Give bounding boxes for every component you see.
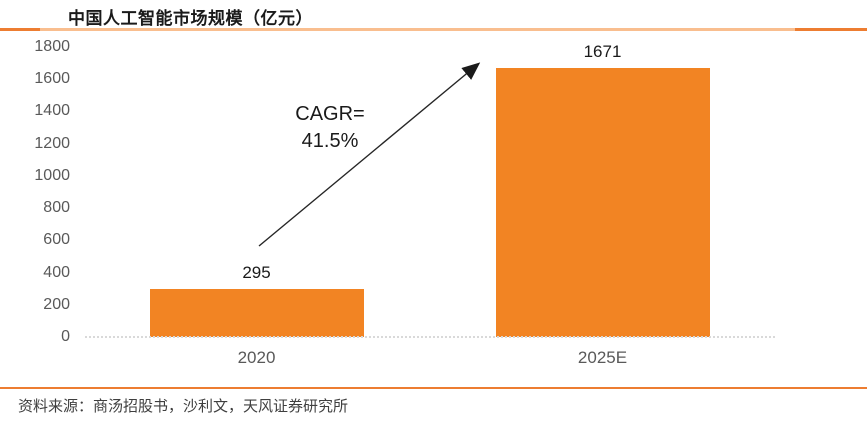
y-tick-label: 1000 xyxy=(34,166,70,184)
x-axis-line xyxy=(85,336,775,338)
y-tick-label: 1600 xyxy=(34,70,70,88)
source-note: 资料来源：商汤招股书，沙利文，天风证券研究所 xyxy=(18,398,349,415)
chart-title: 中国人工智能市场规模（亿元） xyxy=(68,9,313,28)
cagr-annotation-line2: 41.5% xyxy=(301,130,359,152)
y-tick-label: 800 xyxy=(43,199,70,217)
y-tick-label: 400 xyxy=(43,263,70,281)
y-tick-label: 200 xyxy=(43,295,70,313)
title-underline xyxy=(0,28,867,31)
x-tick-label-2020: 2020 xyxy=(237,348,276,367)
bar-2025E xyxy=(495,67,710,337)
arrow-line xyxy=(258,62,481,247)
value-label-2020: 295 xyxy=(242,263,271,283)
value-label-2025E: 1671 xyxy=(583,41,622,61)
y-tick-label: 1800 xyxy=(34,38,70,55)
x-tick-label-2025E: 2025E xyxy=(577,348,628,367)
y-tick-label: 1400 xyxy=(34,102,70,120)
bar-2020 xyxy=(149,289,364,337)
source-divider xyxy=(0,387,867,389)
cagr-annotation: CAGR= 41.5% xyxy=(268,101,392,155)
y-tick-label: 0 xyxy=(61,328,70,345)
y-tick-label: 1200 xyxy=(34,134,70,152)
y-tick-label: 600 xyxy=(43,231,70,249)
cagr-annotation-line1: CAGR= xyxy=(295,103,365,125)
